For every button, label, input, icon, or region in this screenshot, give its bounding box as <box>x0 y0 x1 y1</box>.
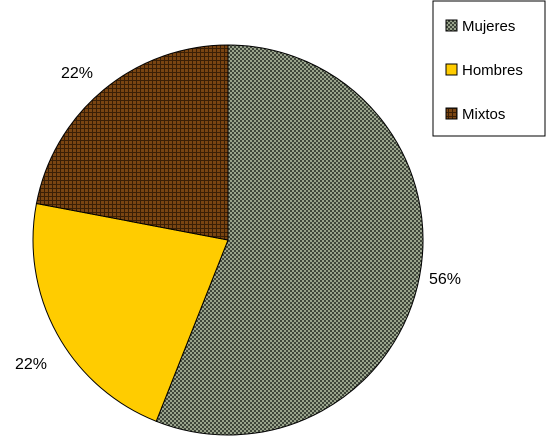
legend-label-mujeres: Mujeres <box>462 18 515 35</box>
pie-slice-mixtos <box>35 44 229 241</box>
legend: Mujeres Hombres Mixtos <box>432 0 546 137</box>
data-label-mixtos: 22% <box>61 65 93 82</box>
data-labels: 56% 22% 22% <box>15 65 461 373</box>
pie-slice-mujeres <box>155 44 424 436</box>
data-label-hombres: 22% <box>15 356 47 373</box>
pie-slice-hombres <box>32 202 229 422</box>
pie-slices <box>32 44 424 436</box>
legend-swatch-mujeres <box>445 19 458 32</box>
legend-label-hombres: Hombres <box>462 62 523 79</box>
legend-swatch-hombres <box>445 63 458 76</box>
data-label-mujeres: 56% <box>429 271 461 288</box>
legend-swatch-mixtos <box>445 107 458 120</box>
legend-label-mixtos: Mixtos <box>462 106 505 123</box>
